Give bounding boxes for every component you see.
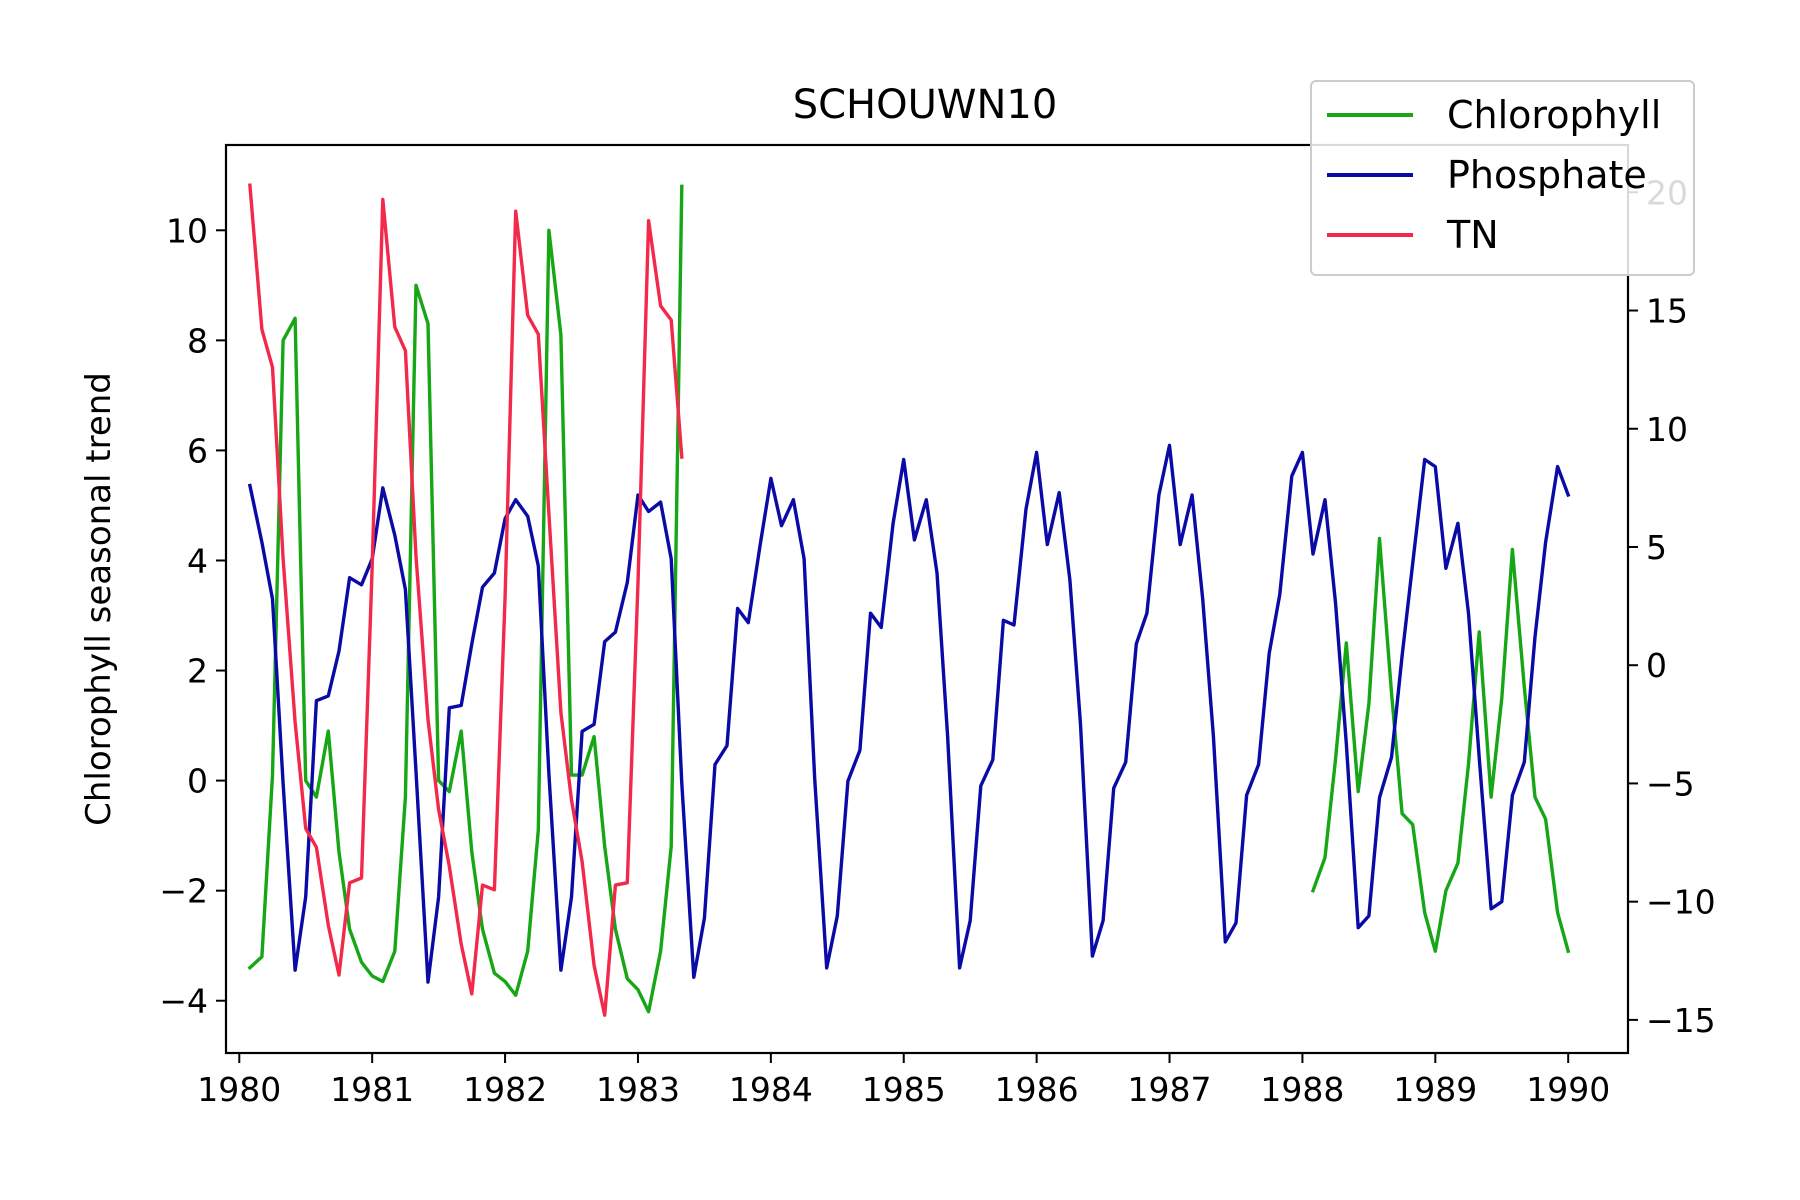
x-tick-label: 1983	[596, 1070, 680, 1109]
plot-area	[226, 145, 1628, 1053]
series-line-phosphate-0	[247, 443, 1571, 984]
x-tick-label: 1982	[463, 1070, 547, 1109]
y2-tick-label: 0	[1646, 646, 1667, 685]
y-tick-label: 8	[187, 321, 208, 360]
y-tick-label: −4	[159, 982, 208, 1021]
y-tick-label: 2	[187, 652, 208, 691]
x-tick-label: 1987	[1128, 1070, 1212, 1109]
legend-frame	[1310, 80, 1695, 276]
y-tick-label: 6	[187, 431, 208, 470]
y2-tick-label: −10	[1646, 883, 1716, 922]
y2-tick-label: −5	[1646, 764, 1695, 803]
legend: Chlorophyll Phosphate TN	[1310, 80, 1695, 276]
y2-tick-label: −15	[1646, 1001, 1716, 1040]
x-tick-label: 1981	[330, 1070, 414, 1109]
y-axis-right: −15−10−505101520	[1628, 173, 1716, 1040]
legend-label-chlorophyll: Chlorophyll	[1447, 93, 1661, 137]
y-tick-label: 4	[187, 541, 208, 580]
x-tick-label: 1985	[862, 1070, 946, 1109]
y-tick-label: 10	[166, 211, 208, 250]
y2-tick-label: 15	[1646, 292, 1688, 331]
legend-label-tn: TN	[1446, 213, 1499, 257]
x-tick-label: 1990	[1526, 1070, 1610, 1109]
legend-label-phosphate: Phosphate	[1447, 153, 1647, 197]
y-axis-left: −4 −2 0 2 4 6 8 10	[159, 211, 226, 1021]
x-tick-label: 1988	[1260, 1070, 1344, 1109]
y-tick-label: −2	[159, 872, 208, 911]
x-axis: 1980 1981 1982 1983 1984 1985 1986 1987 1988 1989…	[197, 1053, 1610, 1109]
series-line-tn-0	[248, 183, 684, 1017]
y2-tick-label: 5	[1646, 528, 1667, 567]
chart-title: SCHOUWN10	[793, 82, 1058, 128]
series-line-chlorophyll-1	[1310, 536, 1571, 954]
y-tick-label: 0	[187, 762, 208, 801]
y2-tick-label: 10	[1646, 410, 1688, 449]
series-line-chlorophyll-0	[247, 184, 684, 1014]
plot-frame	[224, 143, 1630, 1055]
series-lines	[247, 183, 1571, 1017]
y-axis-label: Chlorophyll seasonal trend	[79, 372, 119, 826]
x-tick-label: 1980	[197, 1070, 281, 1109]
x-tick-label: 1984	[729, 1070, 813, 1109]
x-tick-label: 1989	[1393, 1070, 1477, 1109]
x-tick-label: 1986	[995, 1070, 1079, 1109]
